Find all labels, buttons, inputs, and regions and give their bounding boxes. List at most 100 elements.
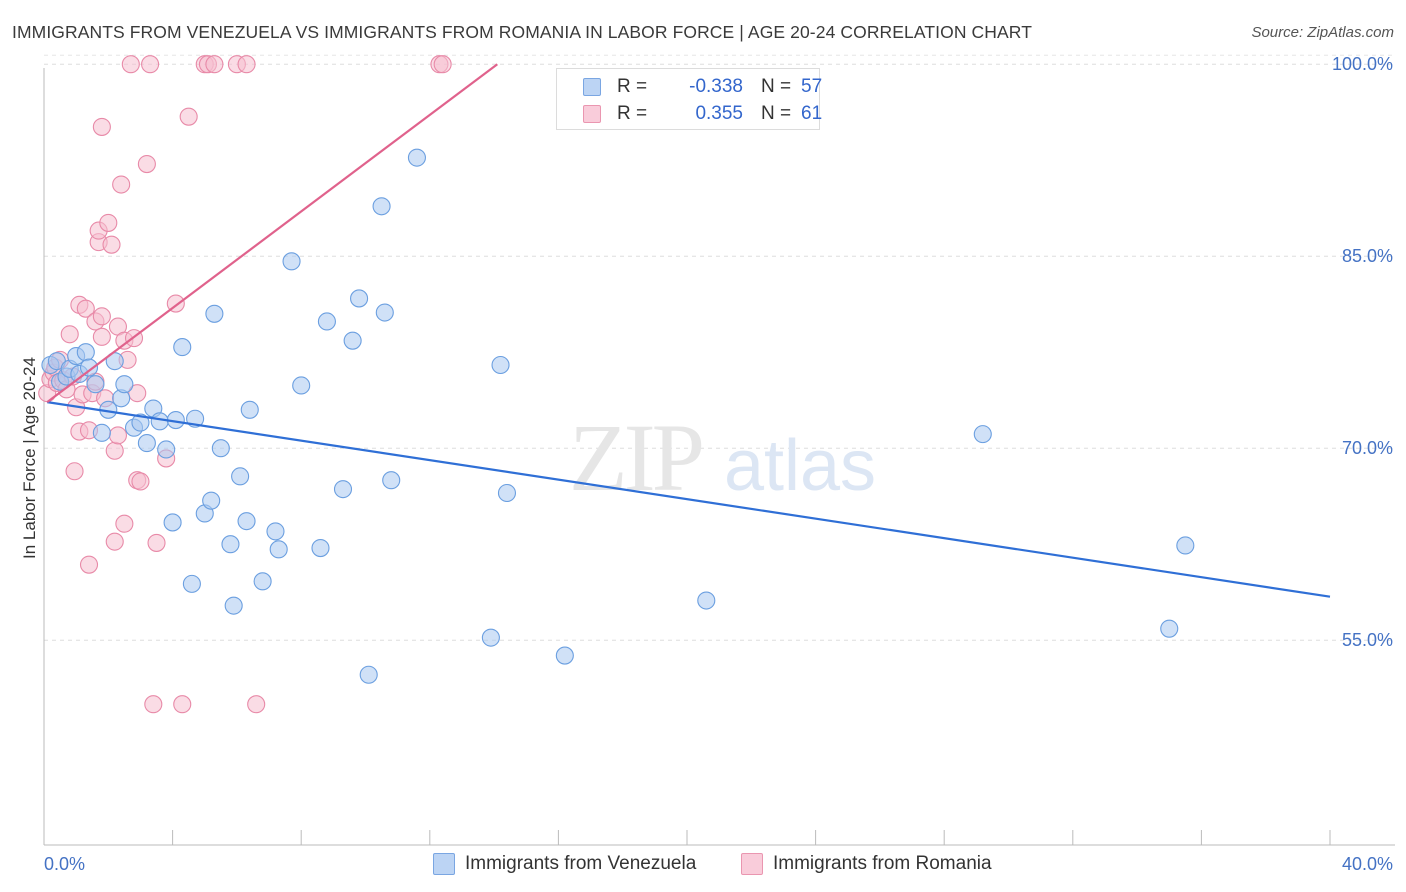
bottom-legend-label-venezuela: Immigrants from Venezuela: [465, 853, 697, 874]
bottom-legend-label-romania: Immigrants from Romania: [773, 853, 992, 874]
venezuela-point: [375, 303, 394, 322]
venezuela-point: [79, 358, 99, 377]
romania-point: [105, 441, 124, 460]
venezuela-point: [311, 538, 330, 558]
venezuela-point: [266, 522, 285, 541]
x-tick-label: 40.0%: [1342, 854, 1393, 874]
romania-point: [131, 472, 150, 491]
x-tick-label: 0.0%: [44, 854, 85, 874]
legend-r-label: R =: [617, 76, 648, 97]
romania-point: [237, 55, 256, 74]
legend-n-value: 61: [801, 103, 823, 124]
romania-point: [137, 154, 156, 174]
romania-point: [173, 695, 192, 714]
venezuela-point: [137, 434, 156, 453]
romania-point: [247, 695, 266, 714]
series-layer: [38, 55, 1195, 714]
venezuela-point: [86, 375, 105, 394]
romania-point: [112, 175, 131, 194]
venezuela-point: [92, 423, 111, 442]
venezuela-point: [224, 596, 243, 615]
romania-point: [205, 55, 224, 74]
y-tick-label: 100.0%: [1332, 54, 1393, 74]
venezuela-point: [163, 513, 182, 532]
chart-title: IMMIGRANTS FROM VENEZUELA VS IMMIGRANTS …: [12, 22, 1032, 42]
legend-n-label: N =: [761, 103, 792, 124]
venezuela-points: [41, 148, 1195, 684]
venezuela-point: [282, 252, 301, 271]
venezuela-point: [173, 338, 192, 357]
romania-point: [99, 213, 118, 232]
romania-point: [60, 325, 79, 344]
y-tick-label: 85.0%: [1342, 246, 1393, 266]
venezuela-point: [202, 491, 221, 510]
stats-legend: R = -0.338 N = 57 R = 0.355 N = 61: [556, 68, 823, 130]
legend-swatch-venezuela: [583, 78, 601, 96]
venezuela-point: [211, 439, 230, 458]
venezuela-point: [237, 512, 256, 531]
venezuela-point: [182, 574, 201, 593]
romania-trend-line: [46, 63, 498, 403]
venezuela-point: [317, 312, 336, 331]
venezuela-point: [372, 197, 391, 216]
venezuela-point: [115, 375, 134, 394]
chart-source: Source: ZipAtlas.com: [1251, 24, 1394, 41]
romania-point: [92, 307, 111, 326]
watermark-atlas: atlas: [724, 426, 876, 506]
venezuela-point: [350, 289, 369, 308]
venezuela-point: [491, 355, 510, 375]
romania-point: [65, 462, 84, 481]
romania-point: [128, 384, 147, 403]
venezuela-point: [150, 412, 169, 431]
venezuela-point: [231, 467, 250, 486]
gridlines: [44, 54, 1395, 641]
venezuela-point: [221, 535, 240, 554]
bottom-legend-swatch-romania: [741, 853, 763, 875]
legend-r-value: -0.338: [689, 76, 743, 97]
y-tick-label: 55.0%: [1342, 630, 1393, 650]
venezuela-trend-line: [47, 401, 1331, 598]
romania-point: [79, 555, 99, 574]
romania-point: [121, 55, 140, 74]
x-tick-labels: 0.0% 40.0%: [44, 854, 1393, 874]
romania-point: [433, 55, 452, 74]
legend-swatch-romania: [583, 105, 601, 123]
romania-point: [108, 426, 127, 445]
venezuela-point: [407, 148, 426, 167]
romania-point: [105, 532, 124, 551]
axes: [43, 68, 1395, 846]
bottom-legend-swatch-venezuela: [433, 853, 455, 875]
venezuela-point: [292, 376, 311, 395]
watermark-zip: ZIP: [569, 404, 702, 511]
romania-point: [92, 327, 111, 346]
venezuela-point: [343, 331, 362, 350]
romania-point: [147, 533, 166, 552]
romania-point: [76, 299, 95, 318]
venezuela-point: [497, 483, 517, 503]
venezuela-point: [1176, 536, 1195, 555]
venezuela-point: [555, 646, 574, 665]
venezuela-point: [1160, 619, 1179, 638]
watermark: ZIP atlas: [569, 404, 876, 511]
romania-point: [179, 107, 198, 126]
venezuela-point: [382, 471, 401, 490]
y-tick-labels: 55.0% 70.0% 85.0% 100.0%: [1332, 54, 1393, 650]
venezuela-point: [481, 628, 500, 647]
trend-lines: [46, 63, 1331, 598]
y-tick-label: 70.0%: [1342, 438, 1393, 458]
venezuela-point: [240, 400, 259, 419]
legend-n-label: N =: [761, 76, 792, 97]
romania-point: [102, 235, 121, 254]
legend-r-value: 0.355: [695, 103, 743, 124]
romania-point: [115, 514, 134, 533]
legend-n-value: 57: [801, 76, 823, 97]
romania-point: [92, 117, 111, 136]
venezuela-point: [697, 591, 716, 610]
venezuela-point: [359, 665, 378, 684]
venezuela-point: [76, 343, 95, 362]
venezuela-point: [157, 440, 176, 459]
venezuela-point: [253, 572, 272, 591]
venezuela-point: [973, 425, 992, 444]
romania-point: [141, 55, 160, 74]
romania-point: [144, 695, 163, 714]
